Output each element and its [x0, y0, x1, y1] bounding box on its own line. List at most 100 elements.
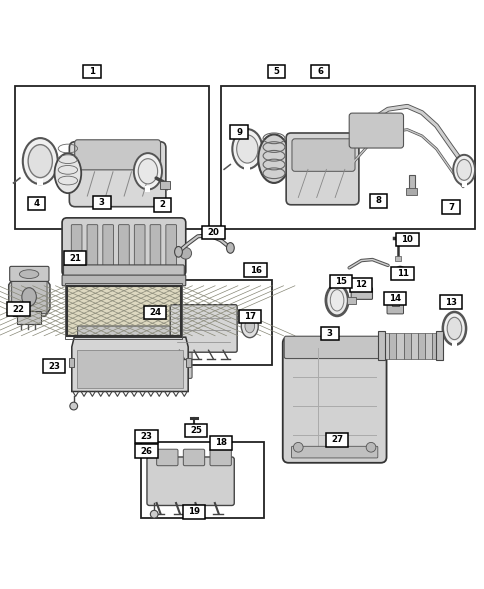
FancyBboxPatch shape [291, 446, 377, 458]
Bar [67, 286, 181, 336]
Ellipse shape [241, 315, 257, 337]
Text: 18: 18 [214, 438, 226, 448]
Bar [395, 333, 403, 359]
Text: 21: 21 [69, 254, 81, 263]
FancyBboxPatch shape [75, 140, 160, 170]
Text: 14: 14 [388, 294, 400, 303]
FancyBboxPatch shape [103, 224, 113, 266]
Bar [357, 278, 365, 289]
Bar [140, 442, 264, 518]
FancyBboxPatch shape [62, 218, 185, 276]
Text: 1: 1 [89, 67, 95, 76]
FancyBboxPatch shape [118, 224, 129, 266]
FancyBboxPatch shape [383, 292, 406, 305]
Ellipse shape [23, 138, 58, 184]
Circle shape [150, 510, 158, 518]
Bar [391, 297, 398, 306]
Text: 7: 7 [447, 203, 453, 211]
FancyBboxPatch shape [209, 436, 231, 449]
FancyBboxPatch shape [320, 326, 338, 340]
FancyBboxPatch shape [12, 280, 47, 313]
FancyBboxPatch shape [386, 303, 403, 314]
Ellipse shape [442, 312, 465, 345]
Ellipse shape [134, 153, 162, 190]
FancyBboxPatch shape [135, 430, 157, 444]
Text: 5: 5 [273, 67, 279, 76]
FancyBboxPatch shape [135, 444, 157, 458]
Ellipse shape [257, 134, 289, 183]
Bar [436, 332, 442, 360]
FancyBboxPatch shape [369, 194, 386, 208]
FancyBboxPatch shape [210, 449, 231, 466]
FancyBboxPatch shape [134, 224, 145, 266]
FancyBboxPatch shape [395, 233, 418, 246]
Bar [244, 164, 250, 170]
Polygon shape [72, 337, 188, 392]
Text: 20: 20 [207, 228, 219, 237]
Bar [17, 312, 41, 323]
Bar [145, 186, 150, 191]
FancyBboxPatch shape [244, 263, 266, 277]
Text: 26: 26 [140, 446, 152, 456]
Circle shape [365, 442, 375, 452]
Bar [403, 333, 410, 359]
Ellipse shape [236, 135, 257, 163]
Ellipse shape [446, 317, 461, 340]
Circle shape [293, 442, 302, 452]
FancyBboxPatch shape [7, 302, 30, 316]
Text: 8: 8 [375, 196, 380, 206]
FancyBboxPatch shape [184, 423, 207, 437]
Text: 23: 23 [140, 432, 152, 441]
Text: 3: 3 [99, 198, 105, 207]
Text: 2: 2 [159, 200, 165, 209]
FancyBboxPatch shape [77, 326, 192, 378]
Text: 12: 12 [355, 280, 366, 289]
Text: 23: 23 [48, 362, 60, 371]
Bar [37, 178, 43, 186]
Bar [406, 188, 416, 195]
FancyBboxPatch shape [291, 139, 354, 171]
Circle shape [146, 445, 154, 454]
FancyBboxPatch shape [286, 133, 358, 205]
FancyBboxPatch shape [64, 252, 86, 265]
Text: 17: 17 [243, 312, 256, 321]
Bar [220, 86, 474, 229]
FancyBboxPatch shape [325, 434, 348, 447]
FancyBboxPatch shape [93, 196, 110, 209]
Bar [461, 181, 466, 187]
Bar [15, 86, 208, 229]
Ellipse shape [325, 285, 348, 316]
FancyBboxPatch shape [282, 337, 386, 463]
FancyBboxPatch shape [71, 224, 82, 266]
FancyBboxPatch shape [144, 306, 166, 319]
FancyBboxPatch shape [311, 65, 328, 78]
Text: 6: 6 [317, 67, 322, 76]
Bar [160, 181, 169, 188]
Text: 3: 3 [326, 329, 332, 338]
FancyBboxPatch shape [441, 200, 459, 214]
Ellipse shape [138, 158, 157, 184]
Text: 9: 9 [236, 128, 242, 137]
Bar [346, 297, 355, 304]
Text: 27: 27 [330, 435, 342, 445]
FancyBboxPatch shape [284, 336, 384, 359]
Polygon shape [9, 277, 50, 316]
Bar [69, 358, 74, 368]
FancyBboxPatch shape [202, 226, 224, 239]
Ellipse shape [226, 243, 234, 253]
Bar [424, 333, 431, 359]
Text: 19: 19 [188, 507, 199, 517]
Bar [65, 283, 182, 339]
Text: 10: 10 [401, 235, 412, 244]
FancyBboxPatch shape [349, 278, 372, 292]
FancyBboxPatch shape [183, 449, 204, 466]
FancyBboxPatch shape [391, 267, 413, 280]
Ellipse shape [54, 153, 81, 193]
FancyBboxPatch shape [350, 287, 372, 299]
Text: 11: 11 [396, 269, 408, 278]
Ellipse shape [452, 155, 474, 185]
FancyBboxPatch shape [76, 350, 183, 388]
FancyBboxPatch shape [267, 65, 285, 78]
Circle shape [397, 269, 402, 274]
FancyBboxPatch shape [348, 113, 403, 148]
